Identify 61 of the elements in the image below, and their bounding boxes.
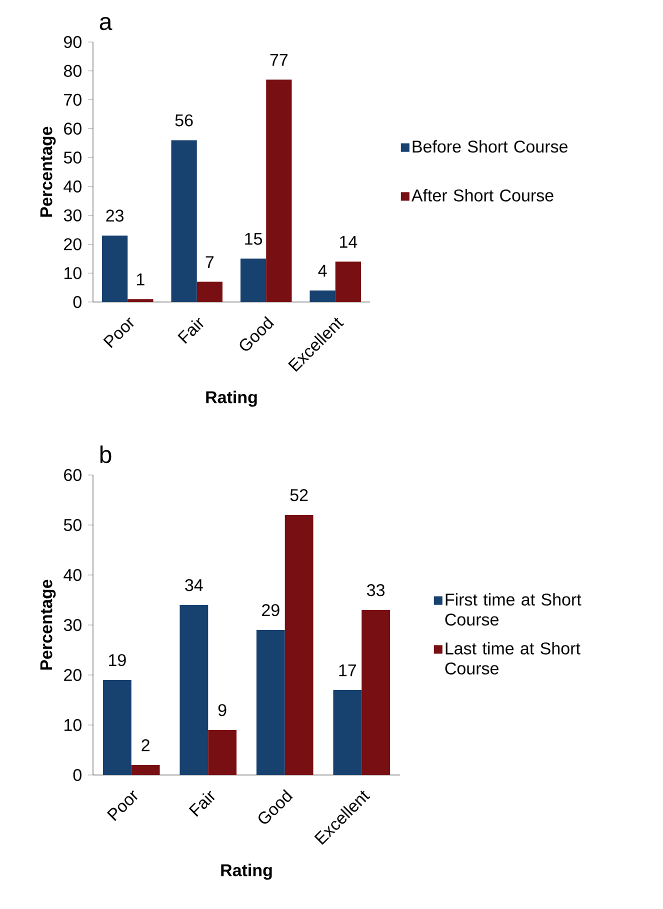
bar [128, 299, 154, 302]
data-label: 77 [270, 54, 288, 66]
y-tick-label: 40 [64, 568, 82, 582]
data-label: 29 [262, 604, 280, 616]
y-tick-label: 40 [64, 180, 82, 192]
bar [284, 515, 314, 776]
bar [102, 680, 132, 776]
data-label: 52 [290, 489, 308, 502]
legend-label: Last time at Short Course [445, 642, 580, 674]
x-axis-title: Rating [206, 390, 257, 407]
bar [171, 140, 197, 302]
data-label: 14 [340, 236, 358, 248]
y-tick-label: 60 [64, 122, 82, 135]
y-tick-label: 50 [64, 518, 82, 532]
bar [131, 765, 160, 776]
chart-title: a [100, 17, 112, 30]
bar [362, 610, 390, 776]
bar [240, 258, 266, 302]
legend-label: After Short Course [411, 189, 554, 202]
y-tick-label: 60 [64, 468, 82, 482]
bar [180, 605, 208, 776]
data-label: 9 [218, 704, 226, 716]
legend-label: Before Short Course [412, 140, 568, 153]
bar [256, 630, 285, 776]
chart-title: b [100, 446, 112, 464]
y-tick-label: 10 [64, 267, 82, 280]
bar [333, 690, 362, 776]
y-tick-label: 20 [64, 668, 82, 682]
y-tick-label: 20 [64, 238, 82, 250]
x-tick-label: Fair [188, 790, 215, 817]
data-label: 34 [185, 579, 203, 592]
data-label: 2 [142, 739, 150, 752]
y-tick-label: 30 [64, 618, 82, 632]
bar [208, 730, 237, 776]
legend-label: First time at Short Course [445, 593, 582, 626]
y-axis-title: Percentage [40, 126, 56, 217]
bar [335, 262, 361, 302]
y-tick-label: 30 [64, 209, 82, 222]
y-tick-label: 90 [64, 36, 82, 48]
y-tick-label: 70 [64, 94, 82, 106]
data-label: 4 [318, 264, 327, 277]
data-label: 19 [109, 654, 126, 666]
y-tick-label: 0 [73, 296, 82, 308]
data-label: 56 [175, 114, 193, 126]
y-axis-title: Percentage [40, 580, 56, 670]
bar [102, 236, 128, 302]
data-label: 17 [339, 664, 356, 676]
data-label: 33 [367, 584, 385, 596]
y-tick-label: 50 [64, 152, 82, 164]
bar [196, 282, 222, 302]
data-label: 15 [245, 232, 262, 245]
x-axis-title: Rating [221, 864, 272, 880]
data-label: 1 [137, 274, 144, 286]
y-tick-label: 80 [64, 64, 82, 77]
y-tick-label: 0 [73, 768, 82, 782]
bar [310, 290, 336, 302]
data-label: 23 [106, 210, 124, 222]
bar [266, 80, 292, 302]
y-tick-label: 10 [64, 718, 82, 732]
x-tick-label: Fair [178, 318, 204, 344]
data-label: 7 [206, 256, 214, 268]
